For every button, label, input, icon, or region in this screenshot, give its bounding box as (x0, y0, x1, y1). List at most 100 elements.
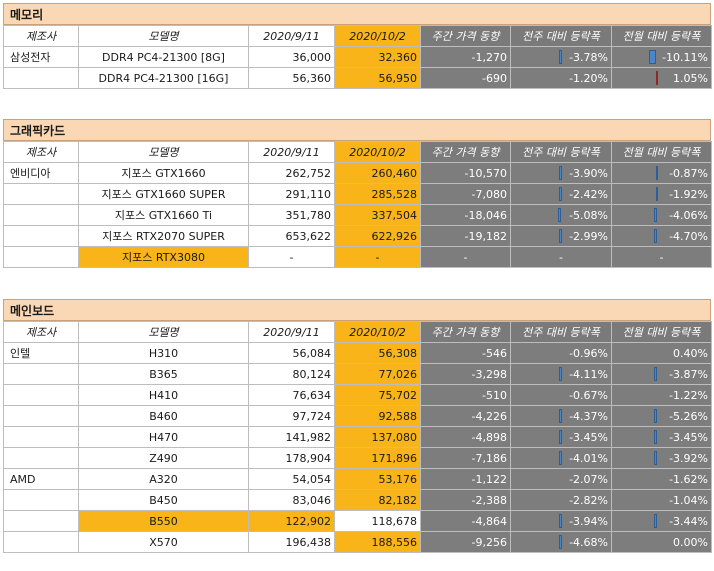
month-value: -3.92% (669, 451, 708, 465)
mainboard-section: 메인보드 제조사 모델명 2020/9/11 2020/10/2 주간 가격 동… (3, 299, 712, 553)
table-row: X570 196,438 188,556 -9,256 -4.68% 0.00% (3, 531, 712, 553)
model-cell: H470 (78, 426, 249, 448)
header-weekly-trend: 주간 가격 동향 (420, 321, 511, 343)
table-row: H410 76,634 75,702 -510 -0.67% -1.22% (3, 384, 712, 406)
model-cell: B450 (78, 489, 249, 511)
month-change-cell: -1.22% (611, 384, 712, 406)
week-value: - (559, 250, 563, 264)
price-current-cell: 82,182 (334, 489, 421, 511)
price-current-cell: 53,176 (334, 468, 421, 490)
week-change-cell: -4.37% (510, 405, 612, 427)
week-change-cell: -3.90% (510, 162, 612, 184)
model-cell: 지포스 RTX2070 SUPER (78, 225, 249, 247)
month-value: -3.45% (669, 430, 708, 444)
month-bar (656, 187, 658, 201)
week-change-cell: -4.01% (510, 447, 612, 469)
maker-cell (3, 246, 79, 268)
model-cell: B365 (78, 363, 249, 385)
model-cell: B550 (78, 510, 249, 532)
week-change-cell: -0.67% (510, 384, 612, 406)
header-month-change: 전월 대비 등락폭 (611, 25, 712, 47)
model-cell: B460 (78, 405, 249, 427)
trend-value: -1,122 (471, 472, 507, 486)
price-current-cell: 188,556 (334, 531, 421, 553)
month-value: -3.44% (669, 514, 708, 528)
week-change-cell: -5.08% (510, 204, 612, 226)
model-cell: 지포스 RTX3080 (78, 246, 249, 268)
month-value: -3.87% (669, 367, 708, 381)
graphics-header-row: 제조사 모델명 2020/9/11 2020/10/2 주간 가격 동향 전주 … (3, 141, 712, 163)
week-value: -4.68% (569, 535, 608, 549)
table-row: B450 83,046 82,182 -2,388 -2.82% -1.04% (3, 489, 712, 511)
mainboard-header-row: 제조사 모델명 2020/9/11 2020/10/2 주간 가격 동향 전주 … (3, 321, 712, 343)
week-change-cell: -4.68% (510, 531, 612, 553)
week-change-cell: -3.94% (510, 510, 612, 532)
month-change-cell: -0.87% (611, 162, 712, 184)
header-weekly-trend: 주간 가격 동향 (420, 25, 511, 47)
week-change-cell: -2.99% (510, 225, 612, 247)
table-row: 삼성전자 DDR4 PC4-21300 [8G] 36,000 32,360 -… (3, 46, 712, 68)
trend-cell: -10,570 (420, 162, 511, 184)
trend-value: -1,270 (471, 50, 507, 64)
price-current-cell: 56,950 (334, 67, 421, 89)
week-change-cell: -1.20% (510, 67, 612, 89)
header-maker: 제조사 (3, 321, 79, 343)
week-value: -3.78% (569, 50, 608, 64)
trend-cell: -4,226 (420, 405, 511, 427)
month-change-cell: -3.87% (611, 363, 712, 385)
week-bar (559, 367, 562, 381)
trend-value: -510 (482, 388, 507, 402)
maker-cell (3, 405, 79, 427)
month-bar (654, 409, 657, 423)
maker-cell (3, 67, 79, 89)
week-bar (558, 208, 561, 222)
month-value: 0.40% (673, 346, 708, 360)
maker-cell (3, 510, 79, 532)
price-current-cell: 137,080 (334, 426, 421, 448)
maker-cell (3, 225, 79, 247)
trend-cell: -1,122 (420, 468, 511, 490)
week-bar (559, 187, 562, 201)
month-value: -1.62% (669, 472, 708, 486)
header-date1: 2020/9/11 (248, 25, 335, 47)
month-value: -1.22% (669, 388, 708, 402)
model-cell: DDR4 PC4-21300 [8G] (78, 46, 249, 68)
table-row: B550 122,902 118,678 -4,864 -3.94% -3.44% (3, 510, 712, 532)
price-current-cell: 77,026 (334, 363, 421, 385)
week-value: -5.08% (569, 208, 608, 222)
graphics-table: 제조사 모델명 2020/9/11 2020/10/2 주간 가격 동향 전주 … (3, 141, 712, 268)
graphics-section-title: 그래픽카드 (3, 119, 711, 141)
month-change-cell: -1.62% (611, 468, 712, 490)
table-row: B365 80,124 77,026 -3,298 -4.11% -3.87% (3, 363, 712, 385)
month-bar (654, 430, 657, 444)
trend-value: -18,046 (464, 208, 507, 222)
maker-cell: 인텔 (3, 342, 79, 364)
price-current-cell: 118,678 (334, 510, 421, 532)
header-maker: 제조사 (3, 141, 79, 163)
trend-value: -4,864 (471, 514, 507, 528)
table-row: 인텔 H310 56,084 56,308 -546 -0.96% 0.40% (3, 342, 712, 364)
week-value: -3.45% (569, 430, 608, 444)
week-change-cell: -3.78% (510, 46, 612, 68)
price-prev-cell: - (248, 246, 335, 268)
month-value: -1.04% (669, 493, 708, 507)
price-prev-cell: 262,752 (248, 162, 335, 184)
price-prev-cell: 196,438 (248, 531, 335, 553)
month-change-cell: -1.92% (611, 183, 712, 205)
table-row: AMD A320 54,054 53,176 -1,122 -2.07% -1.62% (3, 468, 712, 490)
price-current-cell: 56,308 (334, 342, 421, 364)
trend-value: -10,570 (464, 166, 507, 180)
week-value: -1.20% (569, 71, 608, 85)
model-cell: H410 (78, 384, 249, 406)
trend-cell: -4,898 (420, 426, 511, 448)
trend-value: - (463, 250, 468, 264)
trend-value: -2,388 (471, 493, 507, 507)
header-model: 모델명 (78, 321, 249, 343)
price-prev-cell: 653,622 (248, 225, 335, 247)
trend-value: -9,256 (471, 535, 507, 549)
model-cell: 지포스 GTX1660 Ti (78, 204, 249, 226)
month-bar (654, 451, 657, 465)
price-current-cell: 171,896 (334, 447, 421, 469)
price-current-cell: 622,926 (334, 225, 421, 247)
trend-value: -4,226 (471, 409, 507, 423)
